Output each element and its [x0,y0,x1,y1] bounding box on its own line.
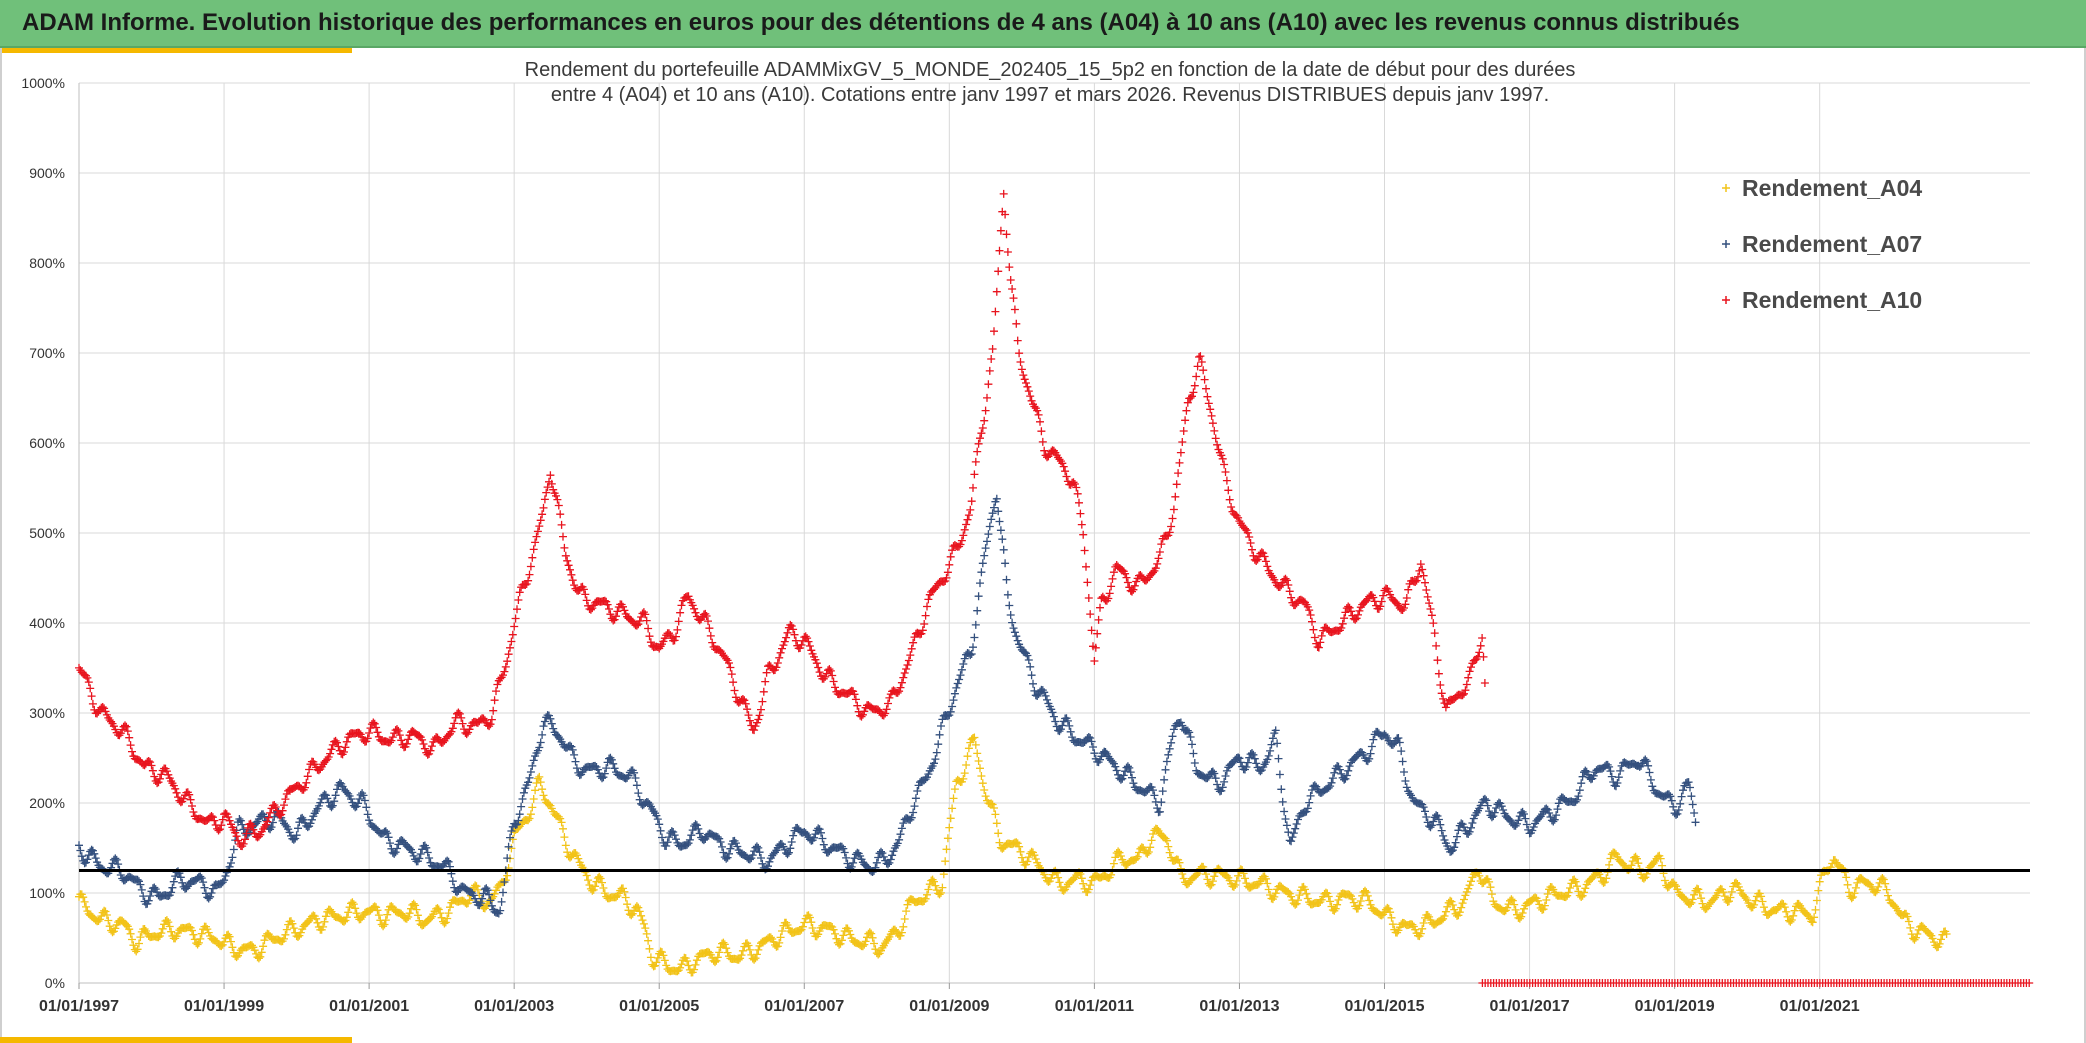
x-tick-label: 01/01/2003 [474,998,554,1015]
y-tick-label: 300% [29,705,65,721]
legend-item-a10: Rendement_A10 [1722,287,1922,313]
x-tick-label: 01/01/2017 [1490,998,1570,1015]
chart-title-line1: Rendement du portefeuille ADAMMixGV_5_MO… [525,59,1576,81]
legend-label: Rendement_A04 [1742,175,1922,201]
page-title: ADAM Informe. Evolution historique des p… [22,9,1740,36]
x-tick-label: 01/01/2007 [764,998,844,1015]
chart-legend: Rendement_A04 Rendement_A07 Rendement_A10 [1722,175,1922,313]
header-bar: ADAM Informe. Evolution historique des p… [0,0,2086,48]
x-tick-label: 01/01/2011 [1055,998,1134,1015]
scatter-points-a10 [75,189,1489,851]
x-tick-label: 01/01/2019 [1635,998,1715,1015]
x-tick-label: 01/01/2015 [1344,998,1424,1015]
chart-frame [0,48,2086,1043]
scatter-points-a04 [75,733,1951,977]
y-tick-label: 1000% [21,75,65,91]
series-Rendement_A04 [75,733,1951,977]
accent-stripe-top [0,48,352,53]
legend-item-a07: Rendement_A07 [1722,231,1922,257]
legend-label: Rendement_A10 [1742,287,1922,313]
x-tick-label: 01/01/2013 [1199,998,1279,1015]
x-tick-label: 01/01/1997 [39,998,119,1015]
y-tick-label: 700% [29,345,65,361]
y-tick-label: 0% [45,975,65,991]
y-tick-label: 800% [29,255,65,271]
y-tick-label: 200% [29,795,65,811]
series-layer [75,189,2034,987]
x-tick-label: 01/01/1999 [184,998,264,1015]
chart-svg: Rendement du portefeuille ADAMMixGV_5_MO… [21,59,2034,1015]
y-tick-label: 900% [29,165,65,181]
chart-grid [78,82,2030,984]
y-tick-label: 100% [29,885,65,901]
legend-marker [1722,296,1730,304]
y-axis: 0% 100% 200% 300% 400% 500% 600% 700% 800% 900% 10… [21,75,65,991]
x-axis: 01/01/1997 01/01/1999 01/01/2001 01/01/2003… [39,983,1860,1015]
legend-item-a04: Rendement_A04 [1722,175,1922,201]
chart-title-line2: entre 4 (A04) et 10 ans (A10). Cotations… [551,84,1549,106]
baseline-points-a10 [1478,979,2034,987]
x-tick-label: 01/01/2009 [909,998,989,1015]
series-Rendement_A07 [75,494,1700,918]
scatter-points-a07 [75,494,1700,918]
x-tick-label: 01/01/2005 [619,998,699,1015]
legend-marker [1722,240,1730,248]
x-tick-label: 01/01/2001 [329,998,409,1015]
y-tick-label: 500% [29,525,65,541]
series-Rendement_A10 [75,189,1489,851]
x-tick-label: 01/01/2021 [1780,998,1860,1015]
legend-marker [1722,184,1730,192]
y-tick-label: 400% [29,615,65,631]
legend-label: Rendement_A07 [1742,231,1922,257]
accent-stripe-bottom [0,1037,352,1043]
y-tick-label: 600% [29,435,65,451]
